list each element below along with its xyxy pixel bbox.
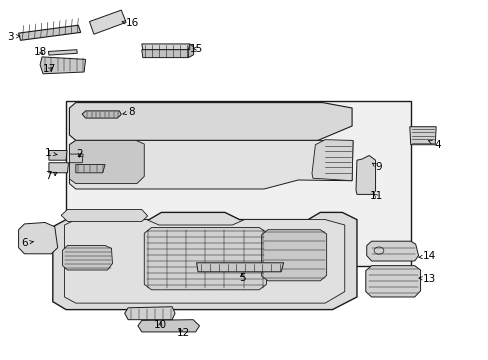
Polygon shape [89,10,126,34]
Polygon shape [355,156,375,194]
Polygon shape [49,163,68,173]
Polygon shape [69,140,352,189]
Text: 15: 15 [189,44,203,54]
Polygon shape [311,140,352,181]
Polygon shape [365,266,420,297]
Polygon shape [69,140,144,184]
Polygon shape [82,111,121,118]
Text: 16: 16 [122,18,139,28]
Polygon shape [69,103,351,140]
Polygon shape [188,44,193,58]
Text: 5: 5 [238,273,245,283]
Polygon shape [366,241,418,261]
Polygon shape [142,50,189,58]
Text: 8: 8 [122,107,135,117]
Text: 10: 10 [154,320,166,330]
Polygon shape [19,222,58,254]
Text: 9: 9 [371,162,382,172]
Polygon shape [261,230,326,281]
Text: 3: 3 [7,32,20,42]
Text: 14: 14 [418,251,435,261]
Polygon shape [64,220,344,303]
Text: 11: 11 [369,191,383,201]
Polygon shape [196,263,283,272]
Polygon shape [19,25,81,40]
Polygon shape [138,320,199,332]
Text: 17: 17 [43,64,57,74]
Text: 7: 7 [44,171,57,181]
Polygon shape [62,246,112,270]
Text: 12: 12 [176,328,190,338]
Bar [66,101,410,266]
Polygon shape [409,127,435,145]
Text: 18: 18 [34,47,47,57]
Polygon shape [40,57,85,74]
Text: 1: 1 [44,148,57,158]
Text: 13: 13 [418,274,435,284]
Text: 4: 4 [427,140,440,150]
Polygon shape [53,212,356,310]
Polygon shape [69,154,83,163]
Polygon shape [124,307,175,320]
Polygon shape [144,228,266,290]
Text: 2: 2 [76,149,83,159]
Polygon shape [76,165,105,173]
Polygon shape [49,150,67,160]
Polygon shape [61,210,147,221]
Text: 6: 6 [21,238,33,248]
Polygon shape [142,44,189,50]
Polygon shape [48,50,77,55]
